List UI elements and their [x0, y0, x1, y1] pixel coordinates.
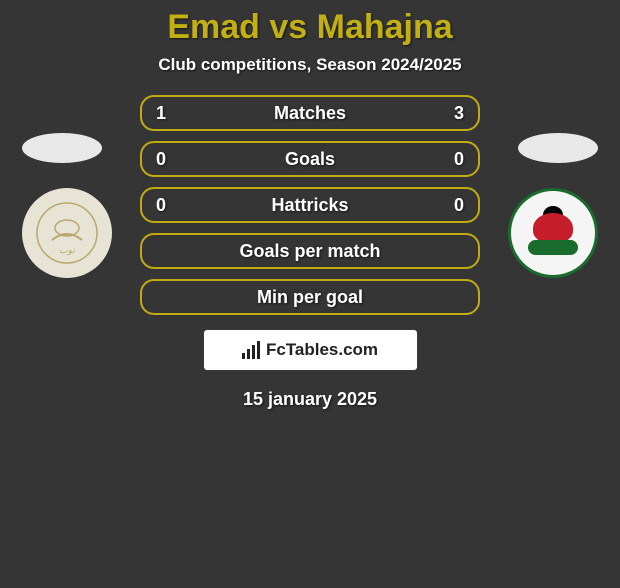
stat-label: Min per goal: [257, 287, 363, 308]
stat-left-value: 0: [156, 195, 186, 216]
svg-text:نوب: نوب: [59, 245, 75, 256]
comparison-title: Emad vs Mahajna: [0, 8, 620, 47]
stat-row: 0 Hattricks 0: [140, 187, 480, 223]
stat-row: Goals per match: [140, 233, 480, 269]
left-team-crest-icon: نوب: [32, 198, 102, 268]
left-player-avatar: [22, 133, 102, 163]
right-player-avatar: [518, 133, 598, 163]
stat-label: Matches: [274, 103, 346, 124]
stat-left-value: 1: [156, 103, 186, 124]
stat-row: 0 Goals 0: [140, 141, 480, 177]
watermark: FcTables.com: [203, 329, 418, 371]
stat-left-value: 0: [156, 149, 186, 170]
barchart-icon: [242, 341, 260, 359]
watermark-text: FcTables.com: [266, 340, 378, 360]
snapshot-date: 15 january 2025: [0, 389, 620, 410]
stat-row: Min per goal: [140, 279, 480, 315]
stats-container: 1 Matches 3 0 Goals 0 0 Hattricks 0 Goals per mat…: [140, 95, 480, 315]
stat-right-value: 0: [434, 195, 464, 216]
stat-label: Goals: [285, 149, 335, 170]
stat-row: 1 Matches 3: [140, 95, 480, 131]
left-team-logo: نوب: [22, 188, 112, 278]
stat-label: Goals per match: [239, 241, 380, 262]
stat-right-value: 0: [434, 149, 464, 170]
right-team-logo: [508, 188, 598, 278]
stat-label: Hattricks: [271, 195, 348, 216]
stat-right-value: 3: [434, 103, 464, 124]
comparison-subtitle: Club competitions, Season 2024/2025: [0, 55, 620, 75]
